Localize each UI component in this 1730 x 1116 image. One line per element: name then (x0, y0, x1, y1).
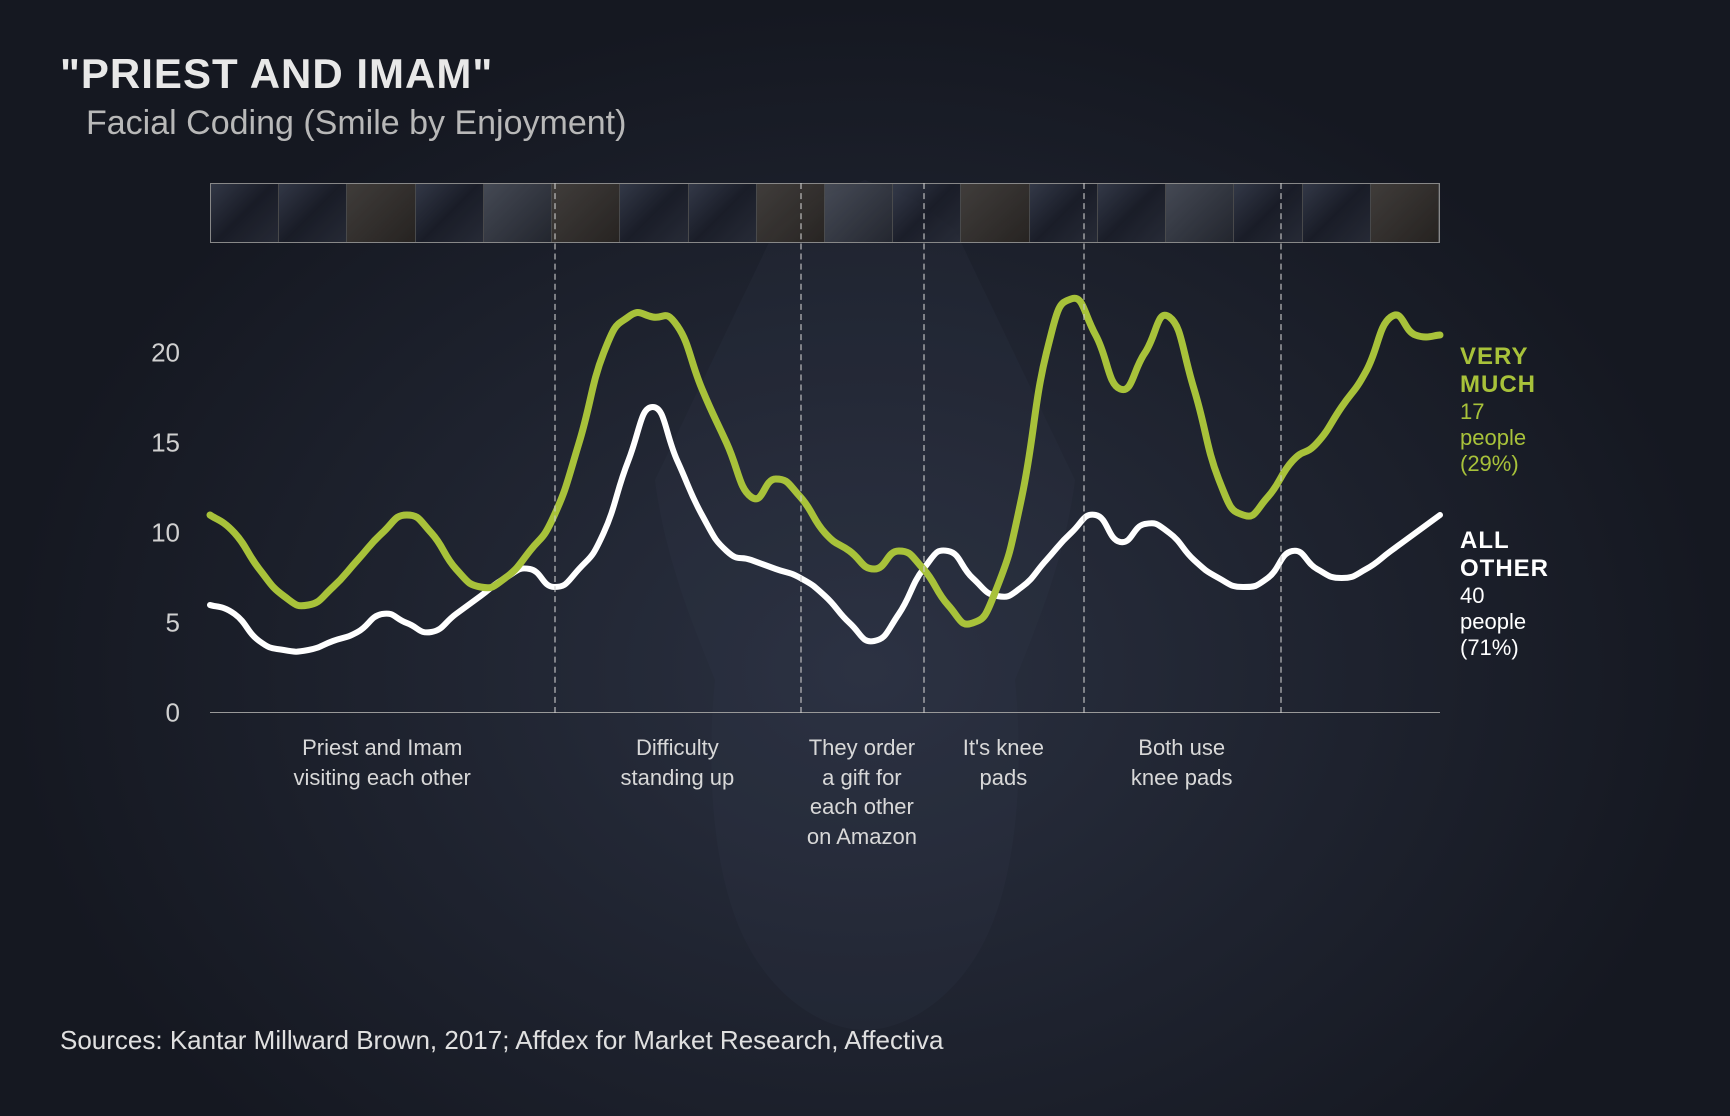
slide-subtitle: Facial Coding (Smile by Enjoyment) (86, 104, 1670, 143)
filmstrip-frame (484, 184, 552, 242)
x-segment-label: Both use knee pads (1131, 733, 1233, 792)
series-label-very_much: VERY MUCH17 people(29%) (1460, 343, 1549, 477)
x-segment-label: It's knee pads (963, 733, 1044, 792)
filmstrip-frame (620, 184, 688, 242)
slide-container: "PRIEST AND IMAM" Facial Coding (Smile b… (0, 0, 1730, 903)
filmstrip-frame (1098, 184, 1166, 242)
filmstrip-frame (347, 184, 415, 242)
filmstrip-frame (1371, 184, 1439, 242)
filmstrip-frame (825, 184, 893, 242)
vertical-divider (554, 183, 556, 713)
series-name: ALL OTHER (1460, 527, 1549, 583)
chart-plot (210, 263, 1440, 713)
series-detail: 17 people (1460, 399, 1549, 451)
series-detail: 40 people (1460, 583, 1549, 635)
series-labels: VERY MUCH17 people(29%) ALL OTHER40 peopl… (1460, 343, 1549, 711)
sources-footnote: Sources: Kantar Millward Brown, 2017; Af… (60, 1025, 943, 1056)
filmstrip-frame (1303, 184, 1371, 242)
filmstrip-frame (1234, 184, 1302, 242)
filmstrip (210, 183, 1440, 243)
y-tick-label: 20 (130, 338, 180, 369)
series-detail: (71%) (1460, 635, 1549, 661)
chart-lines-svg (210, 263, 1440, 713)
series-name: VERY MUCH (1460, 343, 1549, 399)
filmstrip-frame (1030, 184, 1098, 242)
x-axis-baseline (210, 712, 1440, 713)
filmstrip-frame (757, 184, 825, 242)
y-tick-label: 10 (130, 518, 180, 549)
filmstrip-frame (211, 184, 279, 242)
vertical-divider (1280, 183, 1282, 713)
chart-area: 0 5 10 15 20 VERY MUCH17 people(29%) ALL OTHE… (130, 183, 1600, 853)
filmstrip-frame (689, 184, 757, 242)
vertical-divider (1083, 183, 1085, 713)
y-tick-label: 0 (130, 698, 180, 729)
x-segment-label: Difficulty standing up (621, 733, 735, 792)
slide-title: "PRIEST AND IMAM" (60, 50, 1670, 98)
filmstrip-frame (893, 184, 961, 242)
series-label-all_other: ALL OTHER40 people(71%) (1460, 527, 1549, 661)
vertical-divider (800, 183, 802, 713)
filmstrip-frame (1166, 184, 1234, 242)
x-segment-labels: Priest and Imam visiting each other Diffi… (210, 733, 1440, 853)
chart-body: 05101520 VERY MUCH17 people(29%)ALL OTHE… (130, 263, 1440, 713)
filmstrip-frame (279, 184, 347, 242)
y-tick-label: 5 (130, 608, 180, 639)
filmstrip-frame (416, 184, 484, 242)
series-detail: (29%) (1460, 451, 1549, 477)
x-segment-label: They order a gift for each other on Amaz… (807, 733, 917, 852)
vertical-divider (923, 183, 925, 713)
y-tick-label: 15 (130, 428, 180, 459)
series-line-very_much (210, 298, 1440, 624)
x-segment-label: Priest and Imam visiting each other (294, 733, 471, 792)
filmstrip-frame (552, 184, 620, 242)
filmstrip-frame (961, 184, 1029, 242)
